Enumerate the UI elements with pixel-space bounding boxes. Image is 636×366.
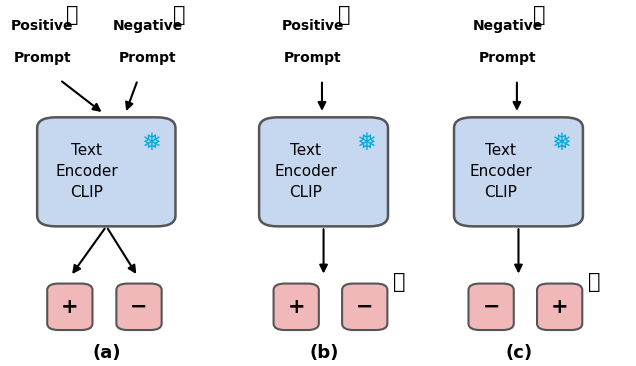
Text: Prompt: Prompt — [284, 51, 342, 65]
Text: ❅: ❅ — [356, 131, 376, 156]
Text: Positive: Positive — [11, 19, 73, 33]
Text: Negative: Negative — [113, 19, 183, 33]
Text: (a): (a) — [92, 344, 121, 362]
Text: ❅: ❅ — [551, 131, 571, 156]
FancyBboxPatch shape — [259, 117, 388, 226]
Text: 🔥: 🔥 — [533, 5, 545, 25]
Text: 🔥: 🔥 — [173, 5, 186, 25]
Text: 🔥: 🔥 — [588, 272, 600, 292]
FancyBboxPatch shape — [116, 284, 162, 330]
Text: Positive: Positive — [281, 19, 344, 33]
Text: +: + — [551, 297, 569, 317]
Text: Prompt: Prompt — [119, 51, 177, 65]
Text: 🔥: 🔥 — [338, 5, 350, 25]
Text: −: − — [356, 297, 373, 317]
Text: Text
Encoder
CLIP: Text Encoder CLIP — [55, 143, 118, 200]
Text: −: − — [482, 297, 500, 317]
FancyBboxPatch shape — [37, 117, 176, 226]
Text: +: + — [61, 297, 79, 317]
FancyBboxPatch shape — [342, 284, 387, 330]
Text: Text
Encoder
CLIP: Text Encoder CLIP — [469, 143, 532, 200]
Text: 🔥: 🔥 — [393, 272, 406, 292]
Text: Prompt: Prompt — [13, 51, 71, 65]
FancyBboxPatch shape — [537, 284, 583, 330]
Text: Negative: Negative — [473, 19, 543, 33]
Text: Prompt: Prompt — [479, 51, 536, 65]
Text: (b): (b) — [309, 344, 338, 362]
Text: (c): (c) — [505, 344, 532, 362]
FancyBboxPatch shape — [273, 284, 319, 330]
FancyBboxPatch shape — [469, 284, 514, 330]
Text: −: − — [130, 297, 148, 317]
Text: Text
Encoder
CLIP: Text Encoder CLIP — [274, 143, 337, 200]
Text: +: + — [287, 297, 305, 317]
FancyBboxPatch shape — [47, 284, 92, 330]
Text: ❅: ❅ — [141, 131, 160, 156]
Text: 🔥: 🔥 — [66, 5, 79, 25]
FancyBboxPatch shape — [454, 117, 583, 226]
